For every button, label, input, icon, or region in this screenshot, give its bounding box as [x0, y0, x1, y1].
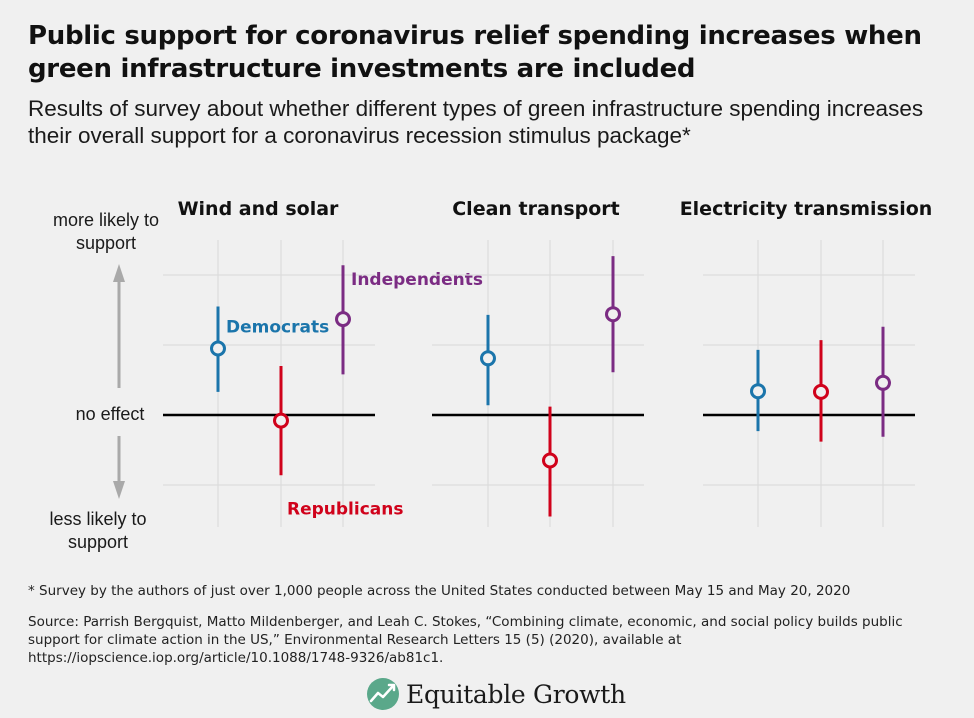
estimate-point — [210, 340, 226, 357]
equitable-growth-logo: Equitable Growth — [366, 674, 626, 714]
estimate-point — [335, 311, 351, 328]
estimate-point — [542, 452, 558, 469]
chart-subtitle: Results of survey about whether differen… — [28, 96, 924, 148]
logo-text: Equitable Growth — [406, 679, 626, 709]
series-label: Republicans — [287, 500, 404, 520]
footnote: * Survey by the authors of just over 1,0… — [28, 583, 851, 599]
estimate-point — [750, 383, 766, 400]
estimate-point — [480, 350, 496, 367]
y-label-no-effect: no effect — [75, 404, 145, 424]
panel-title: Wind and solar — [178, 198, 339, 220]
y-label-less-likely: less likely to support — [49, 509, 147, 552]
arrow-down-icon — [113, 481, 125, 499]
arrow-up-icon — [113, 264, 125, 282]
chart-title: Public support for coronavirus relief sp… — [28, 21, 922, 84]
dot-plot-chart: Wind and solar Democrats Republicans Indepe… — [113, 198, 933, 527]
estimate-point — [605, 306, 621, 323]
estimate-point — [813, 383, 829, 400]
logo-icon — [367, 678, 399, 710]
panel-title: Electricity transmission — [680, 198, 933, 220]
estimate-point — [273, 412, 289, 429]
series-label: Independents — [351, 270, 483, 290]
source-note: Source: Parrish Bergquist, Matto Mildenb… — [28, 614, 903, 666]
y-label-more-likely: more likely to support — [52, 210, 160, 253]
estimate-point — [875, 374, 891, 391]
panel-title: Clean transport — [452, 198, 620, 220]
series-label: Democrats — [226, 318, 329, 338]
